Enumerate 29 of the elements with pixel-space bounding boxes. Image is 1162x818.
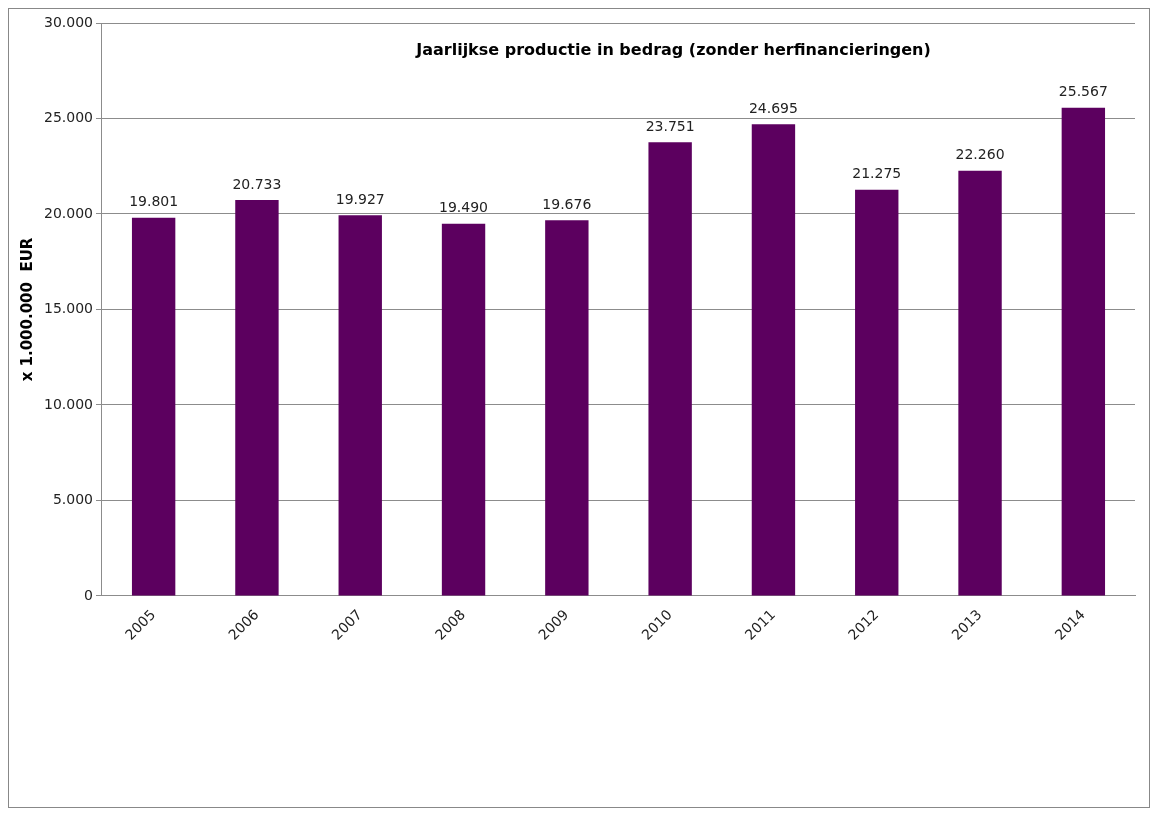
bar — [1061, 107, 1106, 596]
bar — [235, 199, 279, 596]
data-label: 22.260 — [955, 146, 1005, 163]
y-tick-label: 0 — [84, 586, 93, 603]
data-label: 19.801 — [129, 193, 179, 210]
y-axis-title: x 1.000.000 EUR — [17, 237, 36, 382]
bar — [338, 215, 382, 596]
text: Jaarlijkse productie in bedrag (zonder herfinancieringen) — [415, 40, 931, 60]
data-label: 23.751 — [645, 117, 695, 134]
bar — [958, 170, 1002, 596]
bar — [751, 124, 796, 596]
y-tick-label: 15.000 — [43, 300, 93, 317]
y-tick-label: 30.000 — [43, 13, 93, 30]
data-label: 25.567 — [1058, 83, 1108, 100]
y-tick-label: 25.000 — [43, 109, 93, 126]
bar — [131, 217, 176, 596]
bar — [855, 189, 899, 596]
data-label: 19.927 — [335, 191, 385, 208]
data-label: 21.275 — [852, 165, 902, 182]
data-label: 20.733 — [232, 175, 282, 192]
data-label: 19.676 — [542, 195, 592, 212]
y-tick-label: 5.000 — [52, 491, 93, 508]
data-label: 19.490 — [439, 199, 489, 216]
bar — [441, 223, 486, 596]
bar — [545, 220, 589, 596]
bar — [648, 142, 692, 596]
y-tick-label: 20.000 — [43, 204, 93, 221]
data-label: 24.695 — [748, 99, 798, 116]
y-tick-label: 10.000 — [43, 395, 93, 412]
